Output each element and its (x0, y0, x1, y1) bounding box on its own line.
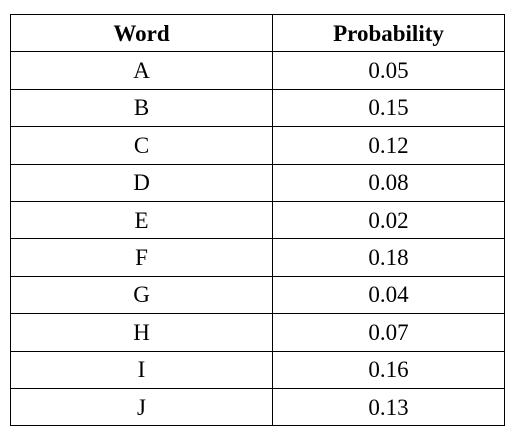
table-row: E 0.02 (10, 200, 505, 240)
table-row: I 0.16 (10, 350, 505, 389)
probability-cell: 0.08 (272, 163, 505, 202)
probability-cell: 0.05 (272, 51, 505, 90)
word-cell: B (10, 88, 273, 128)
probability-cell: 0.18 (272, 238, 505, 277)
word-cell: H (10, 313, 273, 352)
table-header: Word Probability (10, 13, 505, 53)
word-cell: G (10, 275, 273, 315)
word-cell: A (10, 51, 273, 90)
word-cell: C (10, 126, 273, 165)
table-row: G 0.04 (10, 275, 505, 315)
probability-cell: 0.07 (272, 313, 505, 352)
table-row: C 0.12 (10, 126, 505, 165)
word-cell: I (10, 350, 273, 389)
table-row: J 0.13 (10, 387, 505, 427)
table-row: H 0.07 (10, 313, 505, 352)
column-header-probability: Probability (272, 13, 505, 53)
table-body: A 0.05 B 0.15 C 0.12 D 0.08 E 0.02 F 0.1… (10, 51, 505, 427)
probability-cell: 0.04 (272, 275, 505, 315)
column-header-word: Word (10, 13, 273, 53)
word-cell: D (10, 163, 273, 202)
table-row: D 0.08 (10, 163, 505, 202)
probability-cell: 0.12 (272, 126, 505, 165)
probability-cell: 0.16 (272, 350, 505, 389)
probability-cell: 0.13 (272, 387, 505, 427)
probability-table: Word Probability A 0.05 B 0.15 C 0.12 D … (10, 13, 505, 427)
probability-cell: 0.02 (272, 200, 505, 240)
table-row: B 0.15 (10, 88, 505, 128)
header-row: Word Probability (10, 13, 505, 53)
word-cell: F (10, 238, 273, 277)
word-cell: E (10, 200, 273, 240)
probability-cell: 0.15 (272, 88, 505, 128)
word-cell: J (10, 387, 273, 427)
table-row: A 0.05 (10, 51, 505, 90)
table-row: F 0.18 (10, 238, 505, 277)
